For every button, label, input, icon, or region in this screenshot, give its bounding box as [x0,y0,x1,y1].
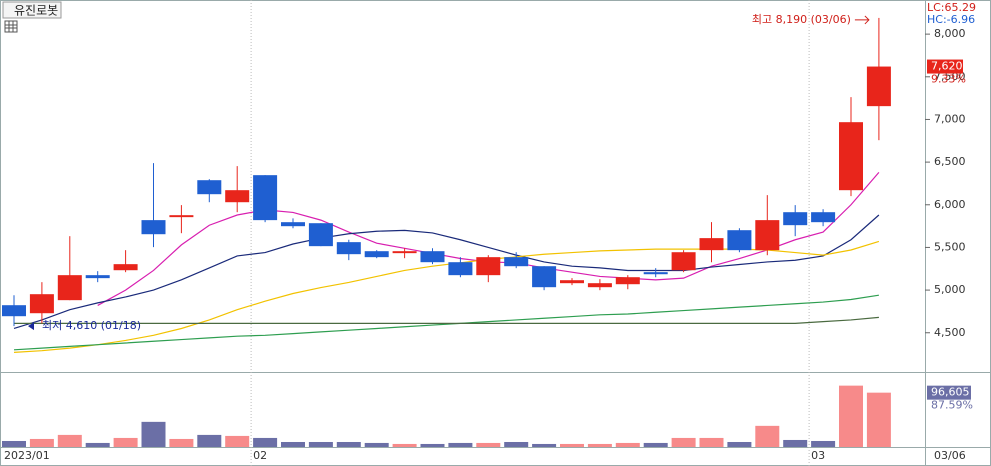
volume-bar [504,441,529,447]
last-volume-label: 96,605 [931,386,970,399]
high-annotation: 최고 8,190 (03/06) [752,13,851,26]
candle-body [281,222,305,227]
volume-bar [671,437,696,447]
volume-bar [57,434,82,447]
candle-body [420,251,445,263]
volume-bar [29,438,54,447]
volume-bar [197,434,222,447]
candle-body [560,280,584,284]
candle-body [448,262,473,276]
candle-body [671,252,696,271]
candle-body [727,230,752,251]
y-tick-label: 8,000 [934,27,966,40]
candle-body [755,220,780,251]
low-arrow [28,322,34,331]
x-tick-label: 02 [253,449,267,462]
volume-bar [253,437,278,447]
volume-bar [225,435,250,447]
volume-bar [587,443,612,447]
candle-body [615,277,640,285]
high-arrow [854,15,870,25]
volume-bar [392,443,417,447]
candle-body [476,257,501,276]
candle-body [57,275,82,301]
candle-body [392,251,417,254]
last-date-label: 03/06 [934,449,966,462]
volume-bar [2,440,26,447]
candle-body [532,266,557,288]
candle-body [587,283,612,288]
volume-bar [643,442,668,447]
last-close-label: 7,620 [931,60,963,73]
volume-bar [839,385,863,447]
last-volume-tag [927,385,971,400]
volume-bar [615,442,640,447]
volume-bar [699,437,724,447]
x-tick-label: 2023/01 [4,449,50,462]
volume-bar [141,421,166,447]
volume-bar [476,442,501,447]
title-box [2,1,62,19]
chart-title: 유진로봇 [14,4,58,18]
ma-line [14,316,879,324]
volume-bar [755,425,780,447]
volume-bar [448,442,473,447]
candle-body [197,180,222,195]
y-tick-label: 6,500 [934,155,966,168]
candle-body [364,251,389,258]
volume-ratio-label: 87.59% [931,399,973,412]
candle-body [141,220,166,235]
last-close-tag [927,59,963,74]
ma-line [13,294,879,351]
low-annotation: 최저 4,610 (01/18) [42,319,141,332]
ma-line [13,214,880,330]
volume-bar [308,441,333,447]
settings-icon-grid [5,21,17,32]
candle-body [783,212,808,226]
volume-bar [532,443,557,447]
volume-bar [113,437,138,447]
candle-body [699,238,724,251]
lc-label: LC:65.29 [927,1,976,14]
volume-bar [811,440,836,447]
y-tick-label: 6,000 [934,198,966,211]
candle-body [839,122,863,191]
candle-body [85,275,110,279]
y-tick-label: 5,000 [934,283,966,296]
volume-bar [85,442,110,447]
candle-body [2,305,26,317]
volume-bar [560,443,584,447]
volume-bar [727,441,752,447]
volume-bar [783,439,808,447]
hc-label: HC:-6.96 [927,13,975,26]
candle-body [169,215,194,218]
x-tick-label: 03 [811,449,825,462]
change-label: 9.33% [931,73,966,86]
candle-body [308,223,333,247]
candle-body [253,175,278,221]
volume-bar [364,442,389,447]
volume-bar [866,392,891,447]
candle-body [643,272,668,275]
volume-bar [336,441,361,447]
candle-body [866,66,891,107]
volume-bar [420,443,445,447]
candle-body [336,242,361,255]
candle-body [811,212,836,223]
candle-body [225,190,250,203]
volume-bar [169,438,194,447]
settings-icon[interactable] [4,20,18,33]
candle-body [504,257,529,267]
y-tick-label: 5,500 [934,240,966,253]
y-tick-label: 7,000 [934,112,966,125]
volume-bar [281,441,305,447]
y-tick-label: 4,500 [934,326,966,339]
candle-body [113,264,138,271]
candle-body [29,294,54,314]
